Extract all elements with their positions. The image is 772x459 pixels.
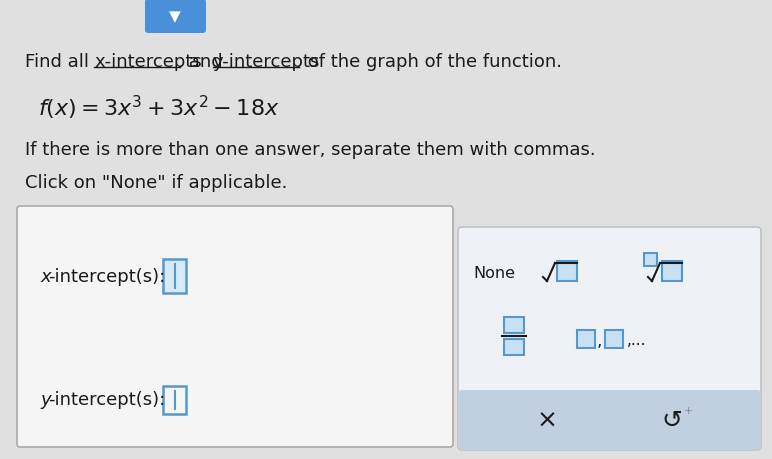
FancyBboxPatch shape (458, 390, 761, 450)
FancyBboxPatch shape (145, 0, 206, 34)
Text: y-intercepts: y-intercepts (213, 53, 320, 71)
Text: -intercept(s):: -intercept(s): (48, 390, 165, 408)
Text: If there is more than one answer, separate them with commas.: If there is more than one answer, separa… (25, 141, 596, 159)
FancyBboxPatch shape (504, 339, 524, 355)
FancyBboxPatch shape (458, 228, 761, 450)
Text: $f(x) = 3x^3 + 3x^2 - 18x$: $f(x) = 3x^3 + 3x^2 - 18x$ (38, 94, 279, 122)
FancyBboxPatch shape (644, 253, 657, 266)
FancyBboxPatch shape (17, 207, 453, 447)
Text: Find all: Find all (25, 53, 95, 71)
Text: x: x (40, 268, 51, 285)
FancyBboxPatch shape (163, 259, 186, 293)
FancyBboxPatch shape (605, 330, 623, 348)
Text: x-intercepts: x-intercepts (94, 53, 201, 71)
Text: +: + (683, 405, 692, 415)
Text: ↺: ↺ (662, 408, 682, 432)
FancyBboxPatch shape (163, 386, 186, 414)
Text: and: and (183, 53, 229, 71)
Text: None: None (473, 266, 515, 281)
Text: -intercept(s):: -intercept(s): (48, 268, 165, 285)
FancyBboxPatch shape (504, 317, 524, 333)
Text: of the graph of the function.: of the graph of the function. (302, 53, 562, 71)
Text: Click on "None" if applicable.: Click on "None" if applicable. (25, 174, 287, 191)
Text: y: y (40, 390, 51, 408)
Text: ,...: ,... (627, 333, 646, 348)
Text: ▼: ▼ (169, 10, 181, 24)
FancyBboxPatch shape (577, 330, 595, 348)
Bar (462, 394, 757, 402)
FancyBboxPatch shape (662, 262, 682, 281)
FancyBboxPatch shape (557, 262, 577, 281)
Text: ,: , (597, 331, 602, 349)
Text: ×: × (537, 408, 557, 432)
